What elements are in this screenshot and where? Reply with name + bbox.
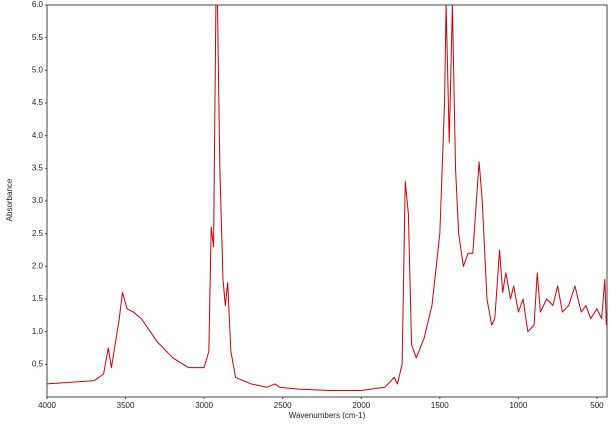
y-tick-label: 0.5 [32,359,44,368]
x-tick-label: 2000 [352,401,370,410]
x-axis-label: Wavenumbers (cm-1) [289,411,366,420]
y-tick-label: 5.5 [32,33,44,42]
x-tick-label: 2500 [274,401,292,410]
y-tick-label: 3.0 [32,196,44,205]
x-tick-label: 3000 [195,401,213,410]
x-tick-label: 500 [590,401,604,410]
plot-frame [46,4,608,398]
x-tick-label: 1500 [431,401,449,410]
y-tick-label: 4.0 [32,131,44,140]
plot-area [47,5,607,391]
y-tick-label: 2.0 [32,261,44,270]
y-tick-label: 3.5 [32,163,44,172]
y-tick-label: 2.5 [32,229,44,238]
x-tick-label: 1000 [509,401,527,410]
y-tick-label: 1.0 [32,327,44,336]
y-tick-label: 6.0 [32,0,44,9]
y-tick-label: 1.5 [32,294,44,303]
y-axis-label: Absorbance [5,178,14,221]
x-tick-label: 3500 [117,401,135,410]
spectrum-line [47,5,607,391]
y-tick-label: 4.5 [32,98,44,107]
y-tick-label: 5.0 [32,65,44,74]
x-tick-label: 4000 [38,401,56,410]
